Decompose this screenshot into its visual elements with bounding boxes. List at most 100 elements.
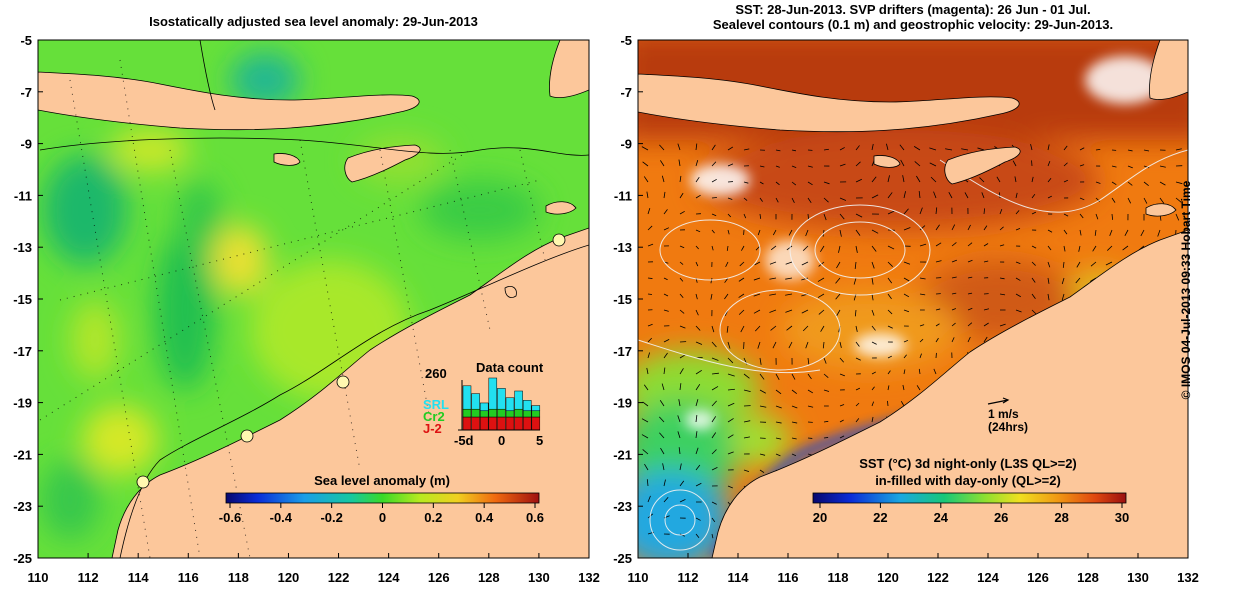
sealevel-contours — [638, 149, 1188, 551]
inset-xtick-start: -5d — [454, 433, 474, 448]
left-map-y-tick-label: -11 — [14, 188, 32, 203]
inset-bar-srl — [479, 402, 489, 412]
inset-bar-cr2 — [522, 410, 532, 418]
right-map-x-tick-label: 128 — [1077, 570, 1099, 585]
right-map-y-tick-label: -5 — [620, 33, 632, 48]
inset-bar-cr2 — [479, 410, 489, 418]
scale-arrow-label: 1 m/s — [988, 407, 1019, 421]
left-map-y-tick-label: -5 — [20, 33, 32, 48]
ssla-colorbar-tick-label: 0.2 — [424, 510, 442, 525]
ssla-colorbar-tick-label: 0.4 — [475, 510, 494, 525]
tide-gauge-markers — [136, 233, 566, 489]
inset-bar-srl — [531, 405, 541, 412]
left-map-x-tick-label: 116 — [178, 570, 199, 585]
right-map-x-tick-label: 120 — [877, 570, 899, 585]
inset-bar-j2 — [462, 416, 472, 431]
right-map-y-tick-label: -19 — [613, 396, 632, 411]
right-map-x-tick-label: 118 — [828, 570, 849, 585]
inset-bar-srl — [497, 388, 506, 410]
inset-bar-srl — [488, 377, 498, 410]
left-map-x-tick-label: 124 — [378, 570, 400, 585]
right-map-y-tick-label: -15 — [613, 292, 632, 307]
left-map — [38, 40, 589, 558]
left-map-x-tick-label: 114 — [128, 570, 150, 585]
sst-colorbar-ticks: 20 22 24 26 28 30 — [813, 503, 1129, 525]
scale-arrow-sublabel: (24hrs) — [988, 420, 1028, 434]
left-map-y-tick-label: -7 — [20, 85, 32, 100]
sst-cloud-gaps — [685, 56, 1165, 430]
inset-legend-srl: SRL — [423, 397, 449, 412]
inset-bar-cr2 — [514, 408, 523, 418]
inset-bar-j2 — [531, 416, 541, 431]
left-map-y-tick-label: -23 — [13, 499, 32, 514]
sst-colorbar-label-line-2: in-filled with day-only (QL>=2) — [875, 473, 1061, 488]
inset-xtick-mid: 0 — [498, 433, 505, 448]
right-map-axes: 110 112 114 116 118 120 122 124 126 128 130 132 -5 -7… — [613, 33, 1199, 585]
inset-bars — [462, 377, 541, 431]
inset-bar-srl — [522, 400, 532, 412]
left-map-y-tick-label: -15 — [13, 292, 32, 307]
ssla-colorbar-label: Sea level anomaly (m) — [314, 473, 450, 488]
left-map-y-tick-label: -21 — [13, 447, 32, 462]
sst-colorbar-tick-label: 30 — [1115, 510, 1129, 525]
ssla-anomaly-patches — [40, 52, 540, 540]
ssla-colorbar-tick-label: -0.4 — [270, 510, 293, 525]
inset-bar-j2 — [505, 416, 515, 431]
inset-bar-j2 — [497, 416, 506, 431]
right-map-y-tick-label: -17 — [613, 344, 632, 359]
right-map-x-tick-label: 110 — [628, 570, 649, 585]
ssla-colorbar-tick-label: 0.6 — [526, 510, 544, 525]
inset-bar-srl — [462, 385, 472, 410]
right-map-x-tick-label: 130 — [1127, 570, 1149, 585]
left-map-y-tick-label: -13 — [13, 240, 32, 255]
inset-title: Data count — [476, 360, 544, 375]
left-map-y-tick-label: -25 — [13, 551, 32, 566]
inset-max-label: 260 — [425, 366, 447, 381]
left-map-y-tick-label: -9 — [20, 137, 32, 152]
ssla-colorbar-tick-label: -0.2 — [320, 510, 342, 525]
inset-xtick-end: 5 — [536, 433, 543, 448]
right-map-y-tick-label: -9 — [620, 137, 632, 152]
right-map-x-tick-label: 114 — [728, 570, 750, 585]
right-map-x-tick-label: 124 — [977, 570, 999, 585]
right-map-y-tick-label: -7 — [620, 85, 632, 100]
right-map-x-tick-label: 132 — [1177, 570, 1199, 585]
right-map-y-tick-label: -21 — [613, 447, 632, 462]
inset-bar-j2 — [479, 416, 489, 431]
ssla-colorbar: Sea level anomaly (m) -0.6 -0.4 -0.2 0 0.2 0.… — [219, 473, 544, 525]
inset-bar-j2 — [522, 416, 532, 431]
inset-bar-srl — [505, 397, 515, 412]
inset-bar-cr2 — [505, 410, 515, 418]
inset-bar-cr2 — [462, 408, 472, 418]
ssla-bathymetry-contours — [39, 40, 589, 558]
left-map-x-tick-label: 126 — [428, 570, 450, 585]
inset-bar-cr2 — [471, 408, 480, 418]
left-map-x-tick-label: 112 — [78, 570, 99, 585]
inset-bar-srl — [514, 390, 523, 410]
sst-colorbar-tick-label: 28 — [1054, 510, 1068, 525]
right-map-x-tick-label: 112 — [678, 570, 699, 585]
velocity-scale-arrow — [987, 397, 1010, 405]
right-map-x-tick-label: 122 — [927, 570, 949, 585]
right-map-y-tick-label: -23 — [613, 499, 632, 514]
ssla-colorbar-ticks: -0.6 -0.4 -0.2 0 0.2 0.4 0.6 — [219, 503, 544, 525]
ssla-land — [38, 40, 589, 558]
left-map-x-tick-label: 122 — [328, 570, 350, 585]
right-map — [638, 40, 1188, 558]
inset-bar-cr2 — [531, 410, 541, 418]
ssla-colorbar-tick-label: -0.6 — [219, 510, 241, 525]
sst-colorbar-tick-label: 26 — [994, 510, 1008, 525]
sst-colorbar: SST (°C) 3d night-only (L3S QL>=2) in-fi… — [812, 456, 1129, 525]
inset-legend-cr2: Cr2 — [423, 409, 445, 424]
left-map-y-tick-label: -17 — [13, 344, 32, 359]
sst-colorbar-tick-label: 20 — [813, 510, 827, 525]
right-map-y-tick-label: -25 — [613, 551, 632, 566]
inset-bar-j2 — [514, 416, 523, 431]
right-map-y-tick-label: -13 — [613, 240, 632, 255]
right-map-y-tick-label: -11 — [614, 188, 632, 203]
inset-legend-j2: J-2 — [423, 421, 442, 436]
sst-colorbar-tick-label: 22 — [873, 510, 887, 525]
left-map-x-tick-label: 110 — [28, 570, 49, 585]
left-map-title: Isostatically adjusted sea level anomaly… — [149, 14, 478, 29]
